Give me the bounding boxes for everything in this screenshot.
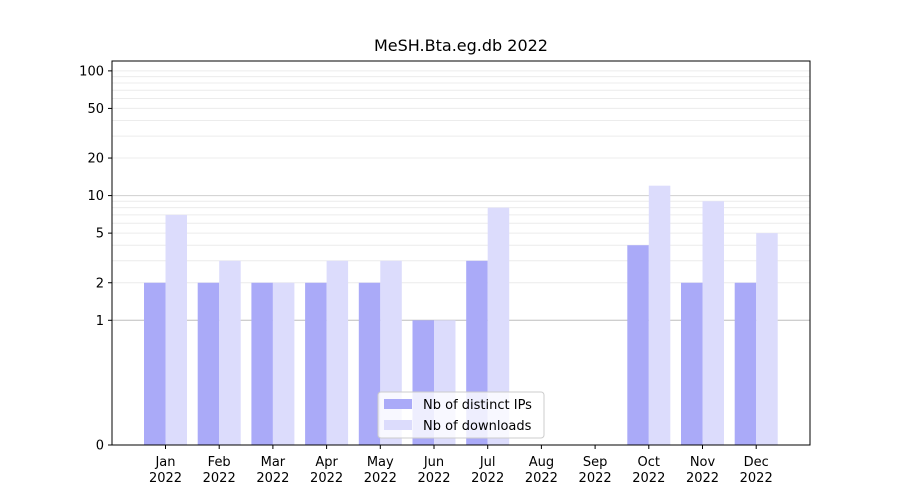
y-tick-label: 5 bbox=[96, 227, 104, 242]
bar bbox=[702, 201, 724, 445]
bar bbox=[272, 282, 295, 445]
y-tick-label: 20 bbox=[87, 152, 104, 167]
x-tick-label: Sep 2022 bbox=[579, 455, 612, 486]
x-tick-label: Apr 2022 bbox=[310, 455, 343, 486]
legend: Nb of distinct IPs Nb of downloads bbox=[377, 391, 545, 439]
legend-box bbox=[377, 391, 545, 439]
y-tick-label: 1 bbox=[96, 314, 104, 329]
plot-frame bbox=[111, 60, 811, 446]
y-tick-label: 2 bbox=[96, 276, 104, 291]
bar bbox=[627, 245, 649, 445]
x-tick-label: Aug 2022 bbox=[525, 455, 558, 486]
bar bbox=[251, 282, 273, 445]
y-tick-label: 100 bbox=[79, 64, 104, 79]
x-tick-label: Mar 2022 bbox=[256, 455, 289, 486]
x-tick-label: Oct 2022 bbox=[632, 455, 665, 486]
bar bbox=[165, 214, 187, 445]
legend-label: Nb of downloads bbox=[423, 419, 532, 434]
bar bbox=[326, 260, 349, 445]
bar bbox=[648, 185, 671, 445]
chart-title: MeSH.Bta.eg.db 2022 bbox=[374, 36, 548, 55]
bar bbox=[756, 233, 778, 445]
legend-swatch bbox=[384, 399, 412, 409]
x-tick-label: Nov 2022 bbox=[686, 455, 719, 486]
y-axis: 0 1 2 5 10 20 50 100 bbox=[79, 64, 112, 454]
bar bbox=[487, 207, 510, 445]
bar bbox=[358, 282, 381, 445]
bar bbox=[219, 260, 241, 445]
bar bbox=[734, 282, 757, 445]
x-tick-label: Feb 2022 bbox=[203, 455, 236, 486]
legend-label: Nb of distinct IPs bbox=[423, 398, 532, 413]
y-tick-label: 50 bbox=[87, 102, 104, 117]
x-tick-label: May 2022 bbox=[364, 455, 397, 486]
legend-swatch bbox=[384, 420, 412, 430]
x-tick-label: Dec 2022 bbox=[740, 455, 773, 486]
bar bbox=[681, 282, 703, 445]
bar bbox=[305, 282, 327, 445]
x-tick-label: Jan 2022 bbox=[149, 455, 182, 486]
bar bbox=[144, 282, 166, 445]
bar bbox=[197, 282, 220, 445]
y-tick-label: 10 bbox=[87, 189, 104, 204]
y-tick-label: 0 bbox=[96, 439, 104, 454]
x-tick-label: Jul 2022 bbox=[471, 455, 504, 486]
grid-lines bbox=[112, 70, 810, 321]
x-axis: Jan 2022 Feb 2022 Mar 2022 Apr 2022 May 2022 Jun 20… bbox=[149, 445, 773, 486]
x-tick-label: Jun 2022 bbox=[417, 455, 450, 486]
